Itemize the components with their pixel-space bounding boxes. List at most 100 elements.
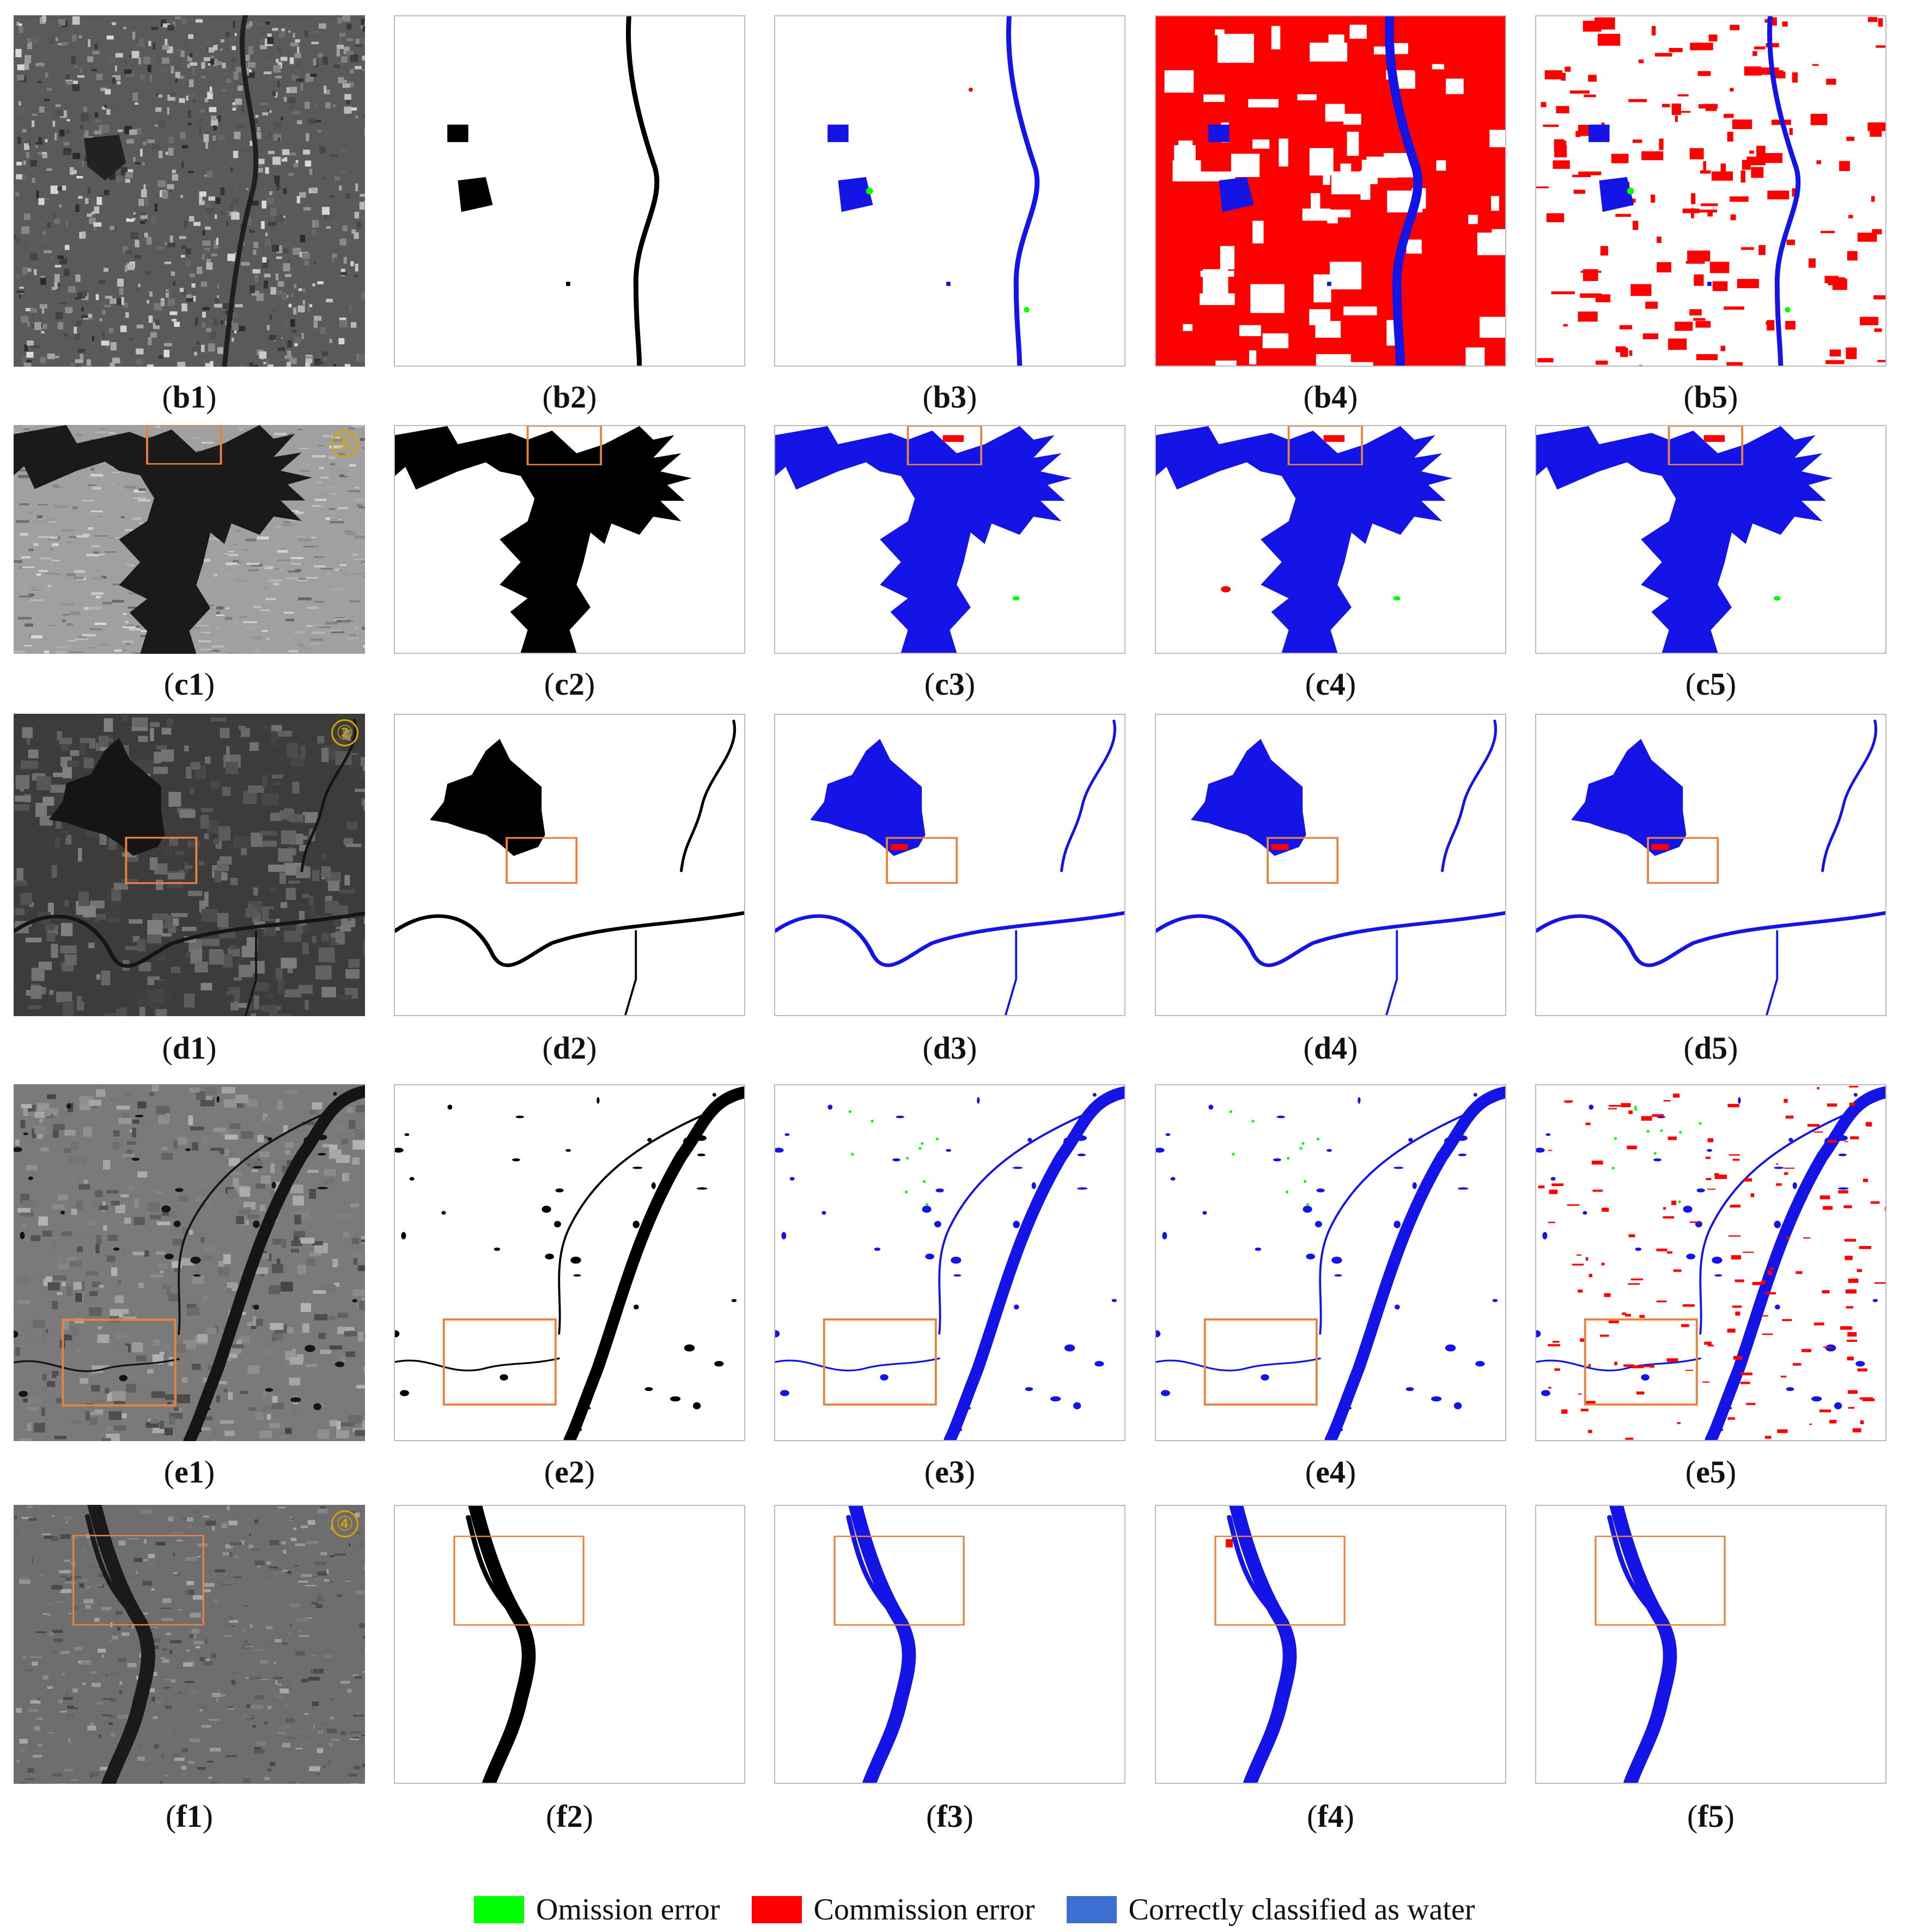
sar-speckle bbox=[34, 259, 38, 265]
sar-texture bbox=[74, 1647, 83, 1651]
sar-texture bbox=[121, 546, 126, 548]
sar-texture bbox=[228, 1392, 233, 1400]
sar-texture bbox=[229, 1552, 233, 1557]
sar-texture bbox=[359, 1623, 365, 1629]
sar-texture bbox=[363, 800, 365, 811]
sar-texture bbox=[126, 1141, 136, 1145]
sar-texture bbox=[38, 1216, 48, 1226]
sar-texture bbox=[107, 1255, 115, 1262]
sar-texture bbox=[109, 1309, 124, 1318]
main-river bbox=[183, 1085, 365, 1441]
sar-texture bbox=[223, 1388, 228, 1393]
sar-texture bbox=[249, 742, 259, 751]
sar-texture bbox=[72, 1172, 77, 1183]
sar-texture bbox=[125, 563, 131, 567]
sar-texture bbox=[95, 1190, 103, 1198]
sar-texture bbox=[101, 970, 111, 986]
panel-caption: (c2) bbox=[544, 666, 595, 702]
sar-texture bbox=[156, 1105, 169, 1114]
sar-texture bbox=[363, 1576, 365, 1578]
sar-texture bbox=[178, 1195, 188, 1201]
sar-texture bbox=[86, 1585, 90, 1589]
sar-texture bbox=[123, 715, 128, 721]
sar-texture bbox=[170, 1640, 182, 1644]
sar-texture bbox=[273, 1661, 276, 1664]
pond bbox=[216, 1096, 220, 1103]
sar-texture bbox=[288, 570, 301, 573]
sar-speckle bbox=[129, 212, 132, 219]
sar-speckle bbox=[292, 330, 296, 333]
legend: Omission error Commission error Correctl… bbox=[474, 1891, 1506, 1929]
sar-texture bbox=[323, 1765, 325, 1768]
commission-patch bbox=[1828, 277, 1845, 285]
sar-texture bbox=[215, 1569, 225, 1572]
pond bbox=[874, 1247, 881, 1251]
sar-texture bbox=[56, 992, 72, 1003]
sar-texture bbox=[289, 1518, 295, 1520]
sar-speckle bbox=[175, 71, 180, 78]
sar-speckle bbox=[23, 160, 26, 165]
sar-texture bbox=[56, 1376, 65, 1381]
legend-label: Commission error bbox=[813, 1893, 1035, 1927]
sar-texture bbox=[279, 872, 286, 884]
commission-patch bbox=[1592, 1189, 1603, 1192]
sar-texture bbox=[322, 853, 327, 860]
sar-speckle bbox=[281, 117, 283, 121]
pond bbox=[1683, 1206, 1693, 1213]
sar-texture bbox=[131, 727, 148, 731]
sar-speckle bbox=[211, 331, 217, 339]
sar-speckle bbox=[68, 85, 71, 92]
sar-texture bbox=[290, 1248, 300, 1253]
sar-speckle bbox=[317, 361, 324, 364]
sar-texture bbox=[104, 566, 115, 568]
sar-speckle bbox=[282, 293, 288, 301]
panel-f5 bbox=[1535, 1505, 1886, 1784]
sar-speckle bbox=[245, 54, 250, 62]
sar-texture bbox=[115, 1611, 123, 1615]
sar-speckle bbox=[288, 259, 291, 266]
sar-texture bbox=[212, 645, 224, 648]
reservoir bbox=[1571, 739, 1687, 856]
sar-texture bbox=[238, 725, 246, 730]
omission-pixel bbox=[1634, 1108, 1638, 1111]
sar-texture bbox=[220, 1148, 227, 1155]
commission-patch bbox=[1703, 161, 1706, 171]
background-patch bbox=[1271, 26, 1281, 50]
lake bbox=[1156, 426, 1453, 653]
sar-texture bbox=[34, 1423, 45, 1433]
commission-patch bbox=[1762, 1333, 1773, 1335]
pond bbox=[400, 1390, 409, 1396]
sar-texture bbox=[199, 1505, 206, 1510]
pond bbox=[14, 1330, 19, 1338]
commission-area bbox=[1156, 16, 1505, 366]
roi-box bbox=[1667, 426, 1744, 465]
sar-speckle bbox=[205, 203, 211, 212]
sar-speckle bbox=[64, 333, 68, 337]
sar-texture bbox=[156, 879, 163, 890]
sar-texture bbox=[344, 1172, 349, 1182]
sar-speckle bbox=[234, 328, 237, 333]
sar-texture bbox=[21, 1224, 27, 1228]
sar-texture bbox=[293, 1195, 304, 1206]
sar-texture bbox=[324, 1169, 336, 1176]
commission-patch bbox=[1870, 1201, 1880, 1204]
sar-texture bbox=[347, 639, 351, 641]
sar-texture bbox=[276, 1006, 281, 1010]
sar-speckle bbox=[135, 236, 138, 242]
sar-texture bbox=[163, 1733, 173, 1735]
sar-texture bbox=[33, 543, 39, 546]
pond bbox=[1165, 1133, 1171, 1136]
sar-texture bbox=[208, 1776, 212, 1779]
sar-speckle bbox=[55, 110, 64, 117]
sar-texture bbox=[187, 840, 200, 847]
sar-speckle bbox=[161, 66, 168, 72]
commission-patch bbox=[1827, 1103, 1837, 1107]
pond bbox=[1853, 1092, 1858, 1097]
sar-speckle bbox=[129, 129, 137, 135]
sar-texture bbox=[89, 1307, 102, 1316]
sar-texture bbox=[34, 1273, 46, 1279]
sar-texture bbox=[223, 1099, 237, 1108]
pond bbox=[580, 1406, 591, 1410]
sar-texture bbox=[307, 1258, 315, 1266]
sar-texture bbox=[301, 1573, 312, 1577]
